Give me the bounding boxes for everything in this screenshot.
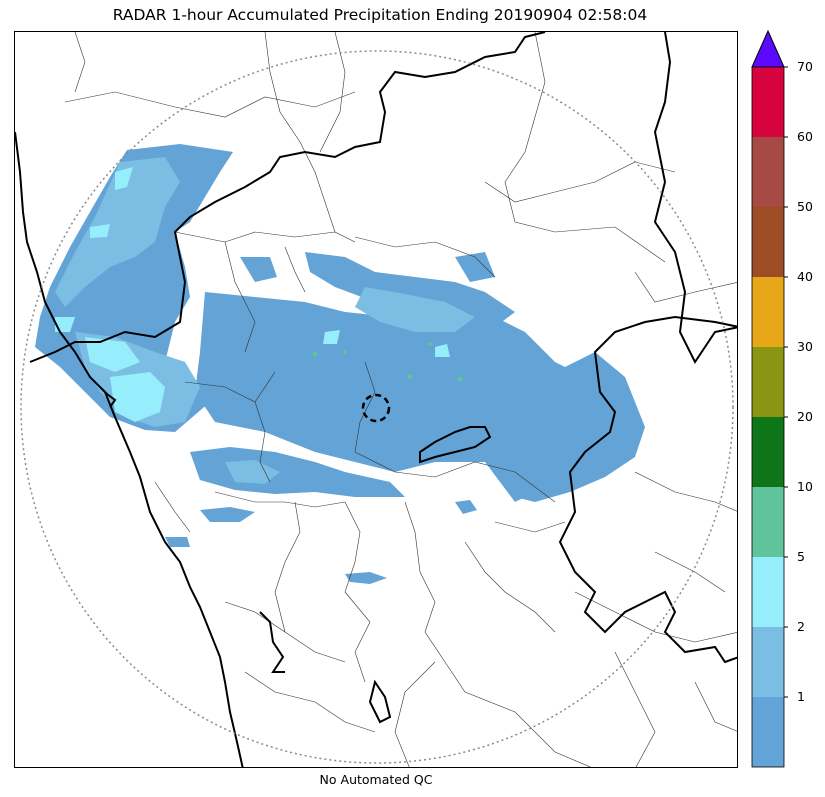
precip-cyan-3 [110,372,165,422]
precip-blob-a [455,500,477,514]
north-state-line [29,32,546,363]
west-coastline [15,131,244,767]
precip-cyan-7 [435,344,450,357]
colorbar-tick-label: 2 [797,619,805,634]
district-boundaries [64,32,737,767]
colorbar-segments [751,66,785,768]
precip-south-mid [225,460,280,484]
map-title: RADAR 1-hour Accumulated Precipitation E… [112,6,648,24]
colorbar-segment [752,67,784,137]
precip-southwest-blob [200,507,255,522]
colorbar-labels: 1 2 5 10 20 30 40 50 60 70 [784,59,813,704]
colorbar-segment [752,697,784,767]
colorbar-tick-label: 30 [797,339,813,354]
south-enclave-2 [368,679,392,724]
colorbar-segment [752,277,784,347]
map-canvas [15,32,737,767]
precip-layer-5mm [55,167,450,422]
south-enclave-1 [259,611,285,673]
colorbar-tick-label: 20 [797,409,813,424]
precip-blob-c [240,257,277,282]
colorbar-tick-label: 5 [797,549,805,564]
colorbar-tick-label: 60 [797,129,813,144]
radar-map[interactable] [14,31,738,768]
colorbar-segment [752,487,784,557]
precip-blob-b [165,537,190,547]
east-state-line [653,32,737,364]
precip-central-mid [355,287,475,332]
colorbar-tick-label: 50 [797,199,813,214]
central-enclave [419,426,492,464]
precip-north-band [305,252,515,327]
state-boundaries [15,32,737,767]
qc-note: No Automated QC [319,772,433,787]
colorbar-tick-label: 10 [797,479,813,494]
colorbar: 1 2 5 10 20 30 40 50 60 70 [751,29,813,768]
precip-cyan-2 [85,337,140,372]
colorbar-tick-label: 70 [797,59,813,74]
colorbar-tick-label: 1 [797,689,805,704]
colorbar-segment [752,207,784,277]
precip-east-band [515,352,645,502]
colorbar-segment [752,417,784,487]
precip-blob-d [455,252,495,282]
colorbar-segment [752,347,784,417]
precip-cyan-5 [90,224,110,238]
precip-layer-10mm [312,342,463,382]
radar-site-marker[interactable] [361,393,391,423]
precip-cyan-4 [115,167,133,190]
coast-notch [99,386,117,408]
precip-cyan-1 [55,317,75,332]
precip-central-band [195,292,640,502]
colorbar-tick-label: 40 [797,269,813,284]
east-inner-line [558,315,737,664]
precip-cyan-6 [323,330,340,344]
colorbar-segment [752,557,784,627]
precip-west-mid [55,157,180,307]
precip-south-band [190,447,405,497]
colorbar-extend-arrow [751,29,785,68]
radar-range-ring [20,50,734,764]
precip-southcentral-blob [345,572,387,584]
colorbar-segment [752,137,784,207]
colorbar-segment [752,627,784,697]
